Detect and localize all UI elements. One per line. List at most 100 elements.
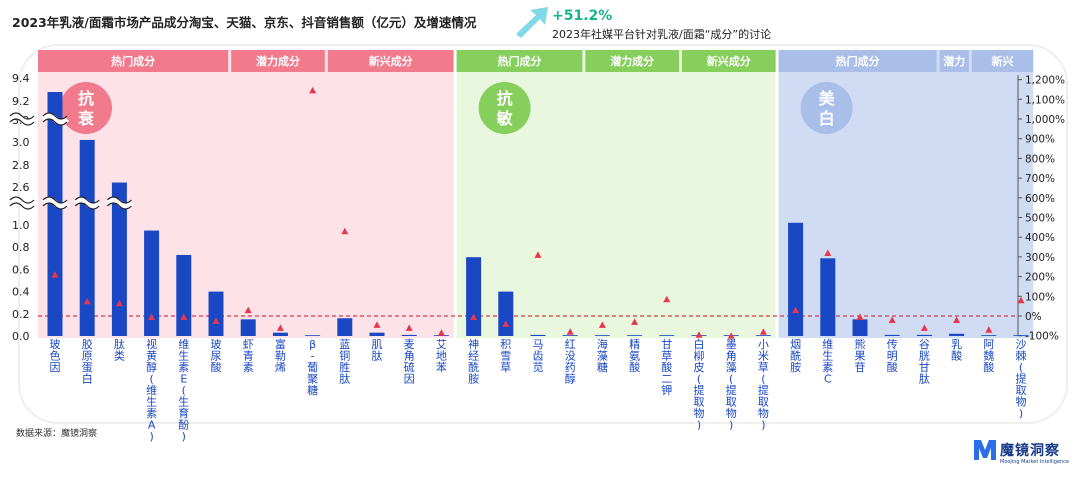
right-axis-tick: 400%: [1025, 232, 1055, 244]
right-axis-tick: 1,200%: [1025, 75, 1065, 87]
category-label: 墨角藻(提取物): [726, 338, 737, 432]
axis-break-gap: [7, 113, 37, 125]
axis-break-mark: [9, 118, 35, 126]
category-label: 虾青素: [243, 338, 254, 374]
growth-marker: [824, 249, 832, 256]
growth-marker: [115, 299, 123, 307]
growth-marker: [244, 306, 252, 314]
bar: [208, 291, 224, 336]
right-axis-tick: 700%: [1025, 173, 1055, 185]
bar: [401, 334, 417, 336]
growth-marker: [212, 317, 220, 324]
bar: [369, 332, 385, 336]
bar: [627, 335, 643, 336]
left-axis-tick: 2.8: [12, 159, 30, 172]
bar: [79, 139, 95, 336]
bar: [111, 182, 127, 336]
group-header: [231, 50, 325, 72]
category-label: 视黄醇(维生素 A): [146, 337, 157, 443]
group-header-label: 潜力: [943, 54, 965, 68]
chart-frame: [18, 44, 1068, 424]
growth-marker: [470, 313, 478, 320]
zone-badge-label: 美: [819, 89, 836, 108]
right-axis-tick: 0%: [1025, 311, 1042, 323]
growth-marker: [1017, 296, 1025, 304]
bar: [916, 334, 932, 336]
category-label: 精氨酸: [629, 338, 640, 374]
category-label: 海藻糖: [597, 337, 608, 374]
growth-marker: [309, 86, 317, 94]
left-axis-tick: 0.0: [12, 330, 30, 343]
bar: [755, 335, 771, 336]
bar: [498, 291, 514, 336]
bar: [176, 254, 192, 336]
bar: [144, 230, 160, 336]
group-header: [456, 50, 583, 72]
growth-marker: [51, 271, 59, 278]
zone-badge: [60, 82, 112, 134]
category-label: 维生素 E (生育酚): [178, 338, 189, 443]
category-label: 肌肽: [372, 338, 383, 363]
bar: [562, 335, 578, 336]
right-axis-tick: 300%: [1025, 252, 1055, 264]
category-label: 小米草(提取物): [758, 338, 769, 432]
axis-break-mark: [106, 196, 132, 204]
right-axis-tick: 200%: [1025, 272, 1055, 284]
growth-marker: [502, 320, 510, 327]
category-label: 传明酸: [887, 338, 898, 374]
left-axis-tick: 1.0: [12, 219, 30, 232]
right-axis-tick: 1,000%: [1025, 114, 1065, 126]
group-header: [682, 50, 776, 72]
category-label: 马齿苋: [533, 338, 544, 374]
bar: [47, 92, 63, 336]
growth-marker: [759, 328, 767, 335]
zone-badge-label: 白: [819, 109, 835, 128]
axis-break-mark: [42, 196, 68, 204]
category-label: 胶原蛋白: [82, 337, 93, 386]
right-axis-tick: 900%: [1025, 134, 1055, 146]
bar: [852, 319, 868, 336]
right-axis-tick: 800%: [1025, 153, 1055, 165]
logo-icon: [974, 440, 996, 460]
logo-text: 魔镜洞察: [1000, 443, 1060, 459]
growth-marker: [888, 316, 896, 323]
category-label: 乳酸: [951, 338, 962, 363]
axis-break-gap: [40, 197, 70, 209]
bar: [949, 333, 965, 336]
growth-marker: [695, 331, 703, 338]
left-axis-tick: 9.4: [12, 72, 30, 85]
axis-break-mark: [9, 202, 35, 210]
group-header: [38, 50, 229, 72]
zone-badge-label: 抗: [78, 89, 94, 108]
logo-subtitle: Moojing Market Intelligence: [1000, 459, 1070, 465]
left-axis-tick: 0.4: [12, 286, 30, 299]
right-axis-tick: 500%: [1025, 213, 1055, 225]
category-label: 烟酰胺: [790, 337, 801, 374]
group-header: [939, 50, 969, 72]
group-header-label: 新兴成分: [707, 54, 751, 68]
axis-break-gap: [40, 113, 70, 125]
category-label: 阿魏酸: [983, 338, 994, 374]
category-label: 白柳皮(提取物): [694, 337, 705, 432]
bar: [1013, 335, 1029, 336]
growth-marker: [341, 227, 349, 235]
growth-value: +51.2%: [552, 8, 613, 24]
growth-marker: [598, 321, 606, 328]
category-label: 维生素 C: [822, 338, 833, 386]
zone-badge: [478, 82, 531, 134]
group-header: [327, 50, 454, 72]
category-label: 富勒烯: [275, 337, 286, 374]
left-axis-tick: 0.8: [12, 241, 30, 254]
category-label: 艾地苯: [436, 338, 447, 374]
growth-marker: [373, 321, 381, 328]
bar: [272, 332, 288, 336]
growth-marker: [148, 313, 156, 320]
group-header: [778, 50, 937, 72]
growth-marker: [663, 295, 671, 303]
axis-break-mark: [74, 202, 100, 210]
category-label: 沙棘(提取物): [1016, 338, 1027, 420]
category-label: 肽类: [114, 337, 125, 363]
category-label: 麦角硫因: [404, 338, 415, 386]
bar: [305, 335, 321, 336]
bar: [820, 258, 836, 336]
